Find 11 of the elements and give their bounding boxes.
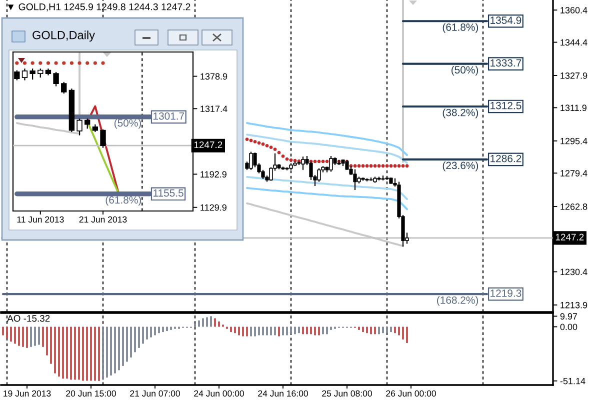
y-tick-label: -51.14 xyxy=(560,378,586,384)
x-tick-label: 26 Jun 00:00 xyxy=(386,390,436,397)
x-tick-label: 21 Jun 07:00 xyxy=(130,390,180,397)
y-tick-label: 9.97 xyxy=(560,313,578,320)
chart-title: AO -15.32 xyxy=(7,315,50,322)
x-tick-label: 25 Jun 08:00 xyxy=(322,390,372,397)
y-tick-label: 0.00 xyxy=(560,324,578,330)
x-tick-label: 24 Jun 16:00 xyxy=(258,390,308,397)
x-tick-label: 20 Jun 15:00 xyxy=(66,390,116,397)
x-tick-label: 19 Jun 2013 xyxy=(4,390,51,397)
x-tick-label: 24 Jun 00:00 xyxy=(194,390,244,397)
